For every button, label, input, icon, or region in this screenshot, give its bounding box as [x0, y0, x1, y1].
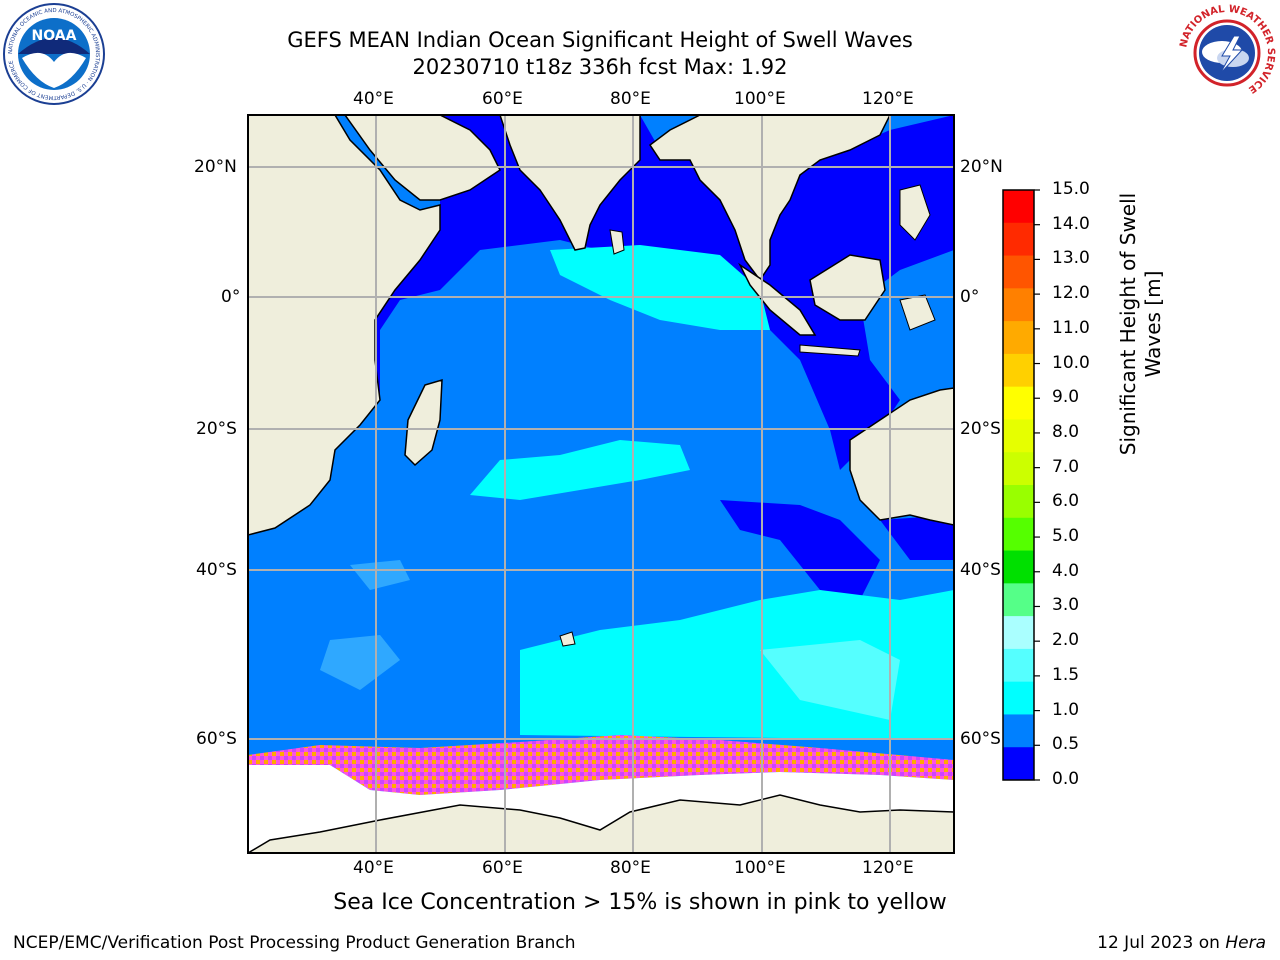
lon-label-bottom: 80°E: [610, 858, 651, 878]
lat-label-right: 40°S: [960, 560, 1001, 580]
colorbar-cell: [1003, 681, 1034, 715]
lon-label-top: 80°E: [610, 89, 651, 109]
lon-label-bottom: 40°E: [353, 858, 394, 878]
colorbar-title: Significant Height of Swell Waves [m]: [1116, 192, 1165, 456]
noaa-logo-text: NOAA: [32, 28, 77, 44]
colorbar-cell: [1003, 255, 1034, 289]
colorbar-cell: [1003, 550, 1034, 584]
antarctica: [248, 794, 954, 853]
colorbar-label: 1.0: [1052, 699, 1080, 720]
colorbar-label: 3.0: [1052, 595, 1080, 616]
india: [499, 115, 641, 251]
national-weather-service-logo: NATIONAL WEATHER SERVICE: [1178, 4, 1276, 102]
sumatra: [738, 262, 817, 336]
colorbar-label: 15.0: [1052, 179, 1090, 199]
lat-label-right: 0°: [960, 287, 980, 307]
colorbar-cell: [1003, 353, 1034, 388]
chart-title: GEFS MEAN Indian Ocean Significant Heigh…: [287, 28, 913, 52]
footer-host: Hera: [1225, 933, 1266, 953]
chart-subtitle: 20230710 t18z 336h fcst Max: 1.92: [412, 55, 788, 79]
colorbar-cell: [1003, 517, 1034, 552]
colorbar-label: 1.5: [1052, 664, 1080, 685]
lon-label-top: 60°E: [482, 89, 523, 109]
lat-label-right: 20°N: [960, 157, 1003, 177]
southeast-asia: [648, 115, 891, 282]
sea-ice-note: Sea Ice Concentration > 15% is shown in …: [333, 890, 947, 915]
colorbar-cell: [1003, 583, 1034, 617]
sea-ice-band: [248, 735, 954, 795]
colorbar-label: 6.0: [1052, 491, 1080, 512]
colorbar-cell: [1003, 190, 1034, 224]
colorbar-label: 7.0: [1052, 456, 1080, 477]
colorbar-label: 0.0: [1052, 769, 1080, 789]
colorbar-label: 12.0: [1052, 283, 1090, 304]
lat-label-left: 20°N: [194, 157, 237, 177]
colorbar-cell: [1003, 419, 1034, 453]
ocean-high-swell: [550, 245, 770, 330]
colorbar-label: 4.0: [1052, 560, 1080, 581]
colorbar-label: 9.0: [1052, 387, 1080, 408]
madagascar: [404, 378, 443, 467]
arabia: [344, 115, 501, 201]
lat-label-left: 20°S: [196, 419, 237, 439]
colorbar-cell: [1003, 714, 1034, 748]
colorbar-cell: [1003, 321, 1034, 355]
colorbar-label: 14.0: [1052, 213, 1090, 234]
lon-label-top: 100°E: [734, 89, 786, 109]
footer-date-text: 12 Jul 2023 on: [1097, 933, 1220, 953]
colorbar-label: 10.0: [1052, 352, 1090, 373]
colorbar-cell: [1003, 616, 1034, 650]
lat-label-left: 60°S: [196, 729, 237, 749]
colorbar-cell: [1003, 648, 1034, 683]
colorbar-cell: [1003, 222, 1034, 257]
colorbar-cell: [1003, 386, 1034, 420]
footer-credit: NCEP/EMC/Verification Post Processing Pr…: [13, 933, 576, 953]
colorbar-cell: [1003, 747, 1034, 781]
lon-label-top: 40°E: [353, 89, 394, 109]
australia: [849, 387, 954, 526]
colorbar-cell: [1003, 288, 1034, 322]
colorbar-label: 0.5: [1052, 734, 1080, 755]
colorbar-label: 13.0: [1052, 248, 1090, 269]
ocean-low-swell: [350, 115, 954, 470]
colorbar-cell: [1003, 485, 1034, 519]
lat-label-right: 20°S: [960, 419, 1001, 439]
lon-label-bottom: 120°E: [862, 858, 914, 878]
map-frame: [247, 114, 955, 854]
lon-label-bottom: 100°E: [734, 858, 786, 878]
lon-label-top: 120°E: [862, 89, 914, 109]
lat-label-left: 0°: [221, 287, 241, 307]
colorbar-label: 2.0: [1052, 630, 1080, 651]
colorbar-cell: [1003, 452, 1034, 486]
lat-label-left: 40°S: [196, 560, 237, 580]
lat-label-right: 60°S: [960, 729, 1001, 749]
borneo: [809, 254, 886, 321]
colorbar-label: 8.0: [1052, 421, 1080, 442]
colorbar-label: 5.0: [1052, 526, 1080, 547]
footer-date: 12 Jul 2023 on Hera: [1097, 933, 1266, 953]
colorbar-label: 11.0: [1052, 317, 1090, 338]
colorbar: [1002, 189, 1040, 781]
noaa-logo: NOAA NATIONAL OCEANIC AND ATMOSPHERIC AD…: [3, 3, 105, 105]
lon-label-bottom: 60°E: [482, 858, 523, 878]
